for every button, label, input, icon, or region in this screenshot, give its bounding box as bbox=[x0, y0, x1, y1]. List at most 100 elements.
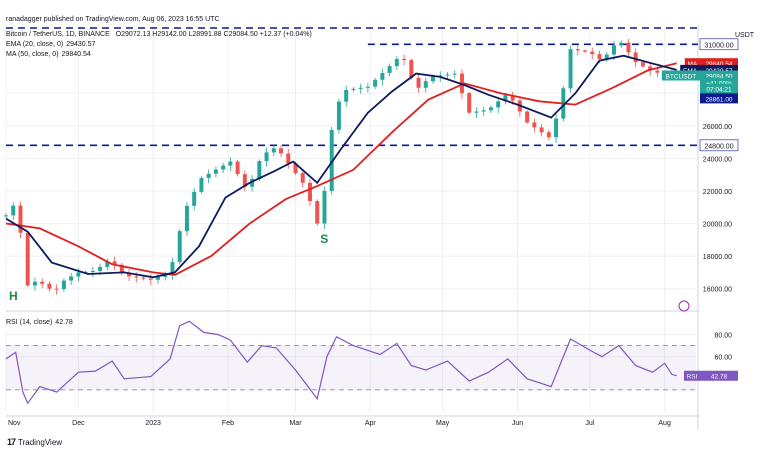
price-tag: 28861.00 bbox=[700, 93, 738, 104]
candle-down bbox=[467, 93, 472, 113]
time-tick-label: Jul bbox=[585, 420, 594, 427]
price-tag-value-box bbox=[700, 93, 738, 104]
candle-down bbox=[597, 54, 602, 59]
candle-up bbox=[156, 276, 160, 280]
rsi-legend[interactable]: RSI (14, close) 42.78 bbox=[6, 318, 73, 327]
candle-down bbox=[655, 70, 660, 73]
candle-down bbox=[293, 163, 298, 174]
candle-up bbox=[568, 49, 573, 89]
candle-down bbox=[286, 153, 291, 164]
candles-layer bbox=[4, 39, 674, 295]
ma-legend-label: MA (50, close, 0) bbox=[6, 51, 59, 58]
price-tick-label: 22000.00 bbox=[703, 189, 732, 196]
tradingview-logo-icon: 17 bbox=[7, 437, 16, 447]
candle-up bbox=[344, 89, 349, 102]
ema-legend[interactable]: EMA (20, close, 0) 29430.57 bbox=[6, 40, 95, 49]
ema-legend-value: 29430.57 bbox=[66, 41, 96, 48]
time-tick-label: May bbox=[436, 420, 450, 427]
level-label-box bbox=[699, 38, 739, 51]
candle-down bbox=[510, 95, 515, 101]
candle-up bbox=[83, 271, 88, 273]
candle-up bbox=[611, 45, 616, 55]
candle-down bbox=[402, 58, 407, 61]
candle-down bbox=[590, 51, 595, 55]
candle-down bbox=[525, 111, 530, 123]
candle-up bbox=[221, 165, 226, 170]
candle-up bbox=[322, 190, 327, 224]
candle-up bbox=[431, 76, 436, 82]
candle-down bbox=[40, 281, 45, 284]
ohlc-readout: O29072.13 H29142.00 L28991.88 C29084.50 … bbox=[115, 31, 312, 38]
candle-up bbox=[264, 152, 269, 162]
candle-up bbox=[4, 215, 8, 217]
price-tag-value-box bbox=[700, 77, 738, 88]
candle-up bbox=[619, 42, 624, 46]
rsi-tick-label: 60.00 bbox=[714, 355, 732, 362]
candle-up bbox=[98, 266, 103, 272]
price-tag-value-box bbox=[700, 83, 738, 94]
price-tag-value: 07:04:21 bbox=[706, 87, 732, 94]
candle-up bbox=[170, 262, 175, 275]
candle-up bbox=[105, 261, 110, 267]
candle-up bbox=[358, 87, 363, 89]
candle-down bbox=[242, 174, 247, 187]
candle-down bbox=[54, 288, 59, 290]
rsi-tag-name: RSI bbox=[687, 374, 698, 381]
candle-up bbox=[271, 148, 276, 153]
price-tag: BTCUSDT 29084.50 bbox=[661, 70, 738, 81]
candle-up bbox=[61, 280, 66, 290]
candle-up bbox=[257, 161, 262, 179]
tradingview-logo[interactable]: 17 TradingView bbox=[7, 437, 62, 447]
candle-down bbox=[539, 127, 544, 133]
candle-down bbox=[409, 60, 414, 78]
ema20-line bbox=[5, 54, 677, 279]
candle-down bbox=[640, 62, 645, 67]
candle-up bbox=[250, 178, 255, 187]
candle-up bbox=[206, 173, 211, 178]
time-tick-label: Nov bbox=[8, 420, 21, 427]
candle-up bbox=[69, 276, 74, 281]
time-tick-label: Mar bbox=[289, 420, 302, 427]
candle-down bbox=[546, 132, 551, 138]
price-tag-value: 29084.50 bbox=[705, 74, 732, 81]
candle-down bbox=[575, 49, 580, 51]
price-unit: USDT bbox=[735, 32, 755, 39]
candle-down bbox=[626, 42, 631, 53]
rsi-tag-value-box bbox=[700, 370, 738, 381]
candle-down bbox=[279, 148, 284, 154]
annotation-s: S bbox=[320, 232, 328, 246]
candle-up bbox=[213, 169, 218, 174]
candle-up bbox=[474, 111, 479, 113]
candle-up bbox=[192, 191, 197, 206]
candle-down bbox=[47, 283, 52, 289]
price-tag-value-box bbox=[700, 58, 738, 69]
price-tick-label: 20000.00 bbox=[703, 222, 732, 229]
price-tag: MA 29840.54 bbox=[684, 58, 738, 69]
ma-legend[interactable]: MA (50, close, 0) 29840.54 bbox=[6, 50, 91, 59]
time-axis: Nov Dec 2023 Feb Mar Apr May Jun Jul Aug bbox=[8, 420, 671, 427]
level-label-box bbox=[699, 139, 739, 152]
candle-up bbox=[336, 101, 341, 130]
symbol-title: Bitcoin / TetherUS, 1D, BINANCE O29072.1… bbox=[6, 30, 312, 39]
price-tick-label: 24000.00 bbox=[703, 156, 732, 163]
candle-up bbox=[452, 73, 457, 75]
price-tag-name-box bbox=[684, 58, 700, 69]
symbol-line: Bitcoin / TetherUS, 1D, BINANCE bbox=[6, 31, 110, 38]
price-tag-value-box bbox=[700, 70, 738, 81]
price-tag-name-box bbox=[680, 64, 700, 75]
time-tick-label: Aug bbox=[658, 420, 671, 427]
rsi-legend-value: 42.78 bbox=[55, 319, 73, 326]
candle-down bbox=[633, 52, 638, 63]
candle-up bbox=[481, 110, 486, 112]
candle-up bbox=[503, 95, 508, 102]
price-tag-name-box bbox=[661, 70, 700, 81]
candle-down bbox=[25, 232, 30, 286]
candle-up bbox=[177, 231, 182, 263]
candle-up bbox=[380, 72, 385, 80]
price-tag-name: MA bbox=[688, 61, 698, 68]
candle-up bbox=[445, 74, 450, 76]
candle-down bbox=[141, 277, 146, 279]
rsi-tag-value: 42.78 bbox=[711, 374, 728, 381]
